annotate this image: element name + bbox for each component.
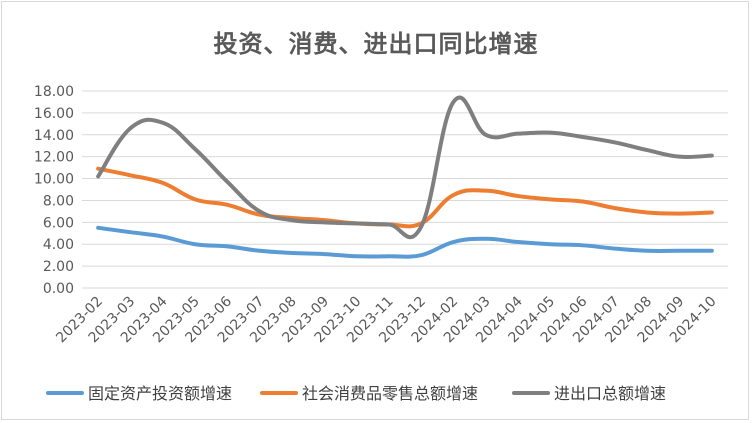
series-lines (96, 95, 714, 259)
y-axis-ticks: 0.00 2.00 4.00 6.00 8.00 10.00 12.00 14.00 16.00… (34, 84, 74, 297)
legend-label: 进出口总额增速 (554, 384, 666, 403)
chart-title: 投资、消费、进出口同比增速 (213, 30, 539, 58)
y-tick-label: 18.00 (34, 84, 74, 100)
legend-label: 固定资产投资额增速 (88, 384, 232, 403)
series-line-2 (96, 95, 714, 240)
legend: 固定资产投资额增速 社会消费品零售总额增速 进出口总额增速 (46, 384, 666, 403)
series-line-0 (96, 225, 714, 259)
y-tick-label: 0.00 (43, 281, 74, 297)
y-tick-label: 14.00 (34, 128, 74, 144)
series-line-1 (96, 166, 714, 229)
grid-lines (82, 90, 728, 289)
y-tick-label: 12.00 (34, 150, 74, 166)
y-tick-label: 6.00 (43, 215, 74, 231)
y-tick-label: 10.00 (34, 172, 74, 188)
y-tick-label: 2.00 (43, 259, 74, 275)
legend-label: 社会消费品零售总额增速 (302, 384, 478, 403)
y-tick-label: 16.00 (34, 106, 74, 122)
y-tick-label: 8.00 (43, 193, 74, 209)
x-axis-ticks: 2023-022023-032023-042023-052023-062023-… (53, 293, 719, 346)
y-tick-label: 4.00 (43, 237, 74, 253)
